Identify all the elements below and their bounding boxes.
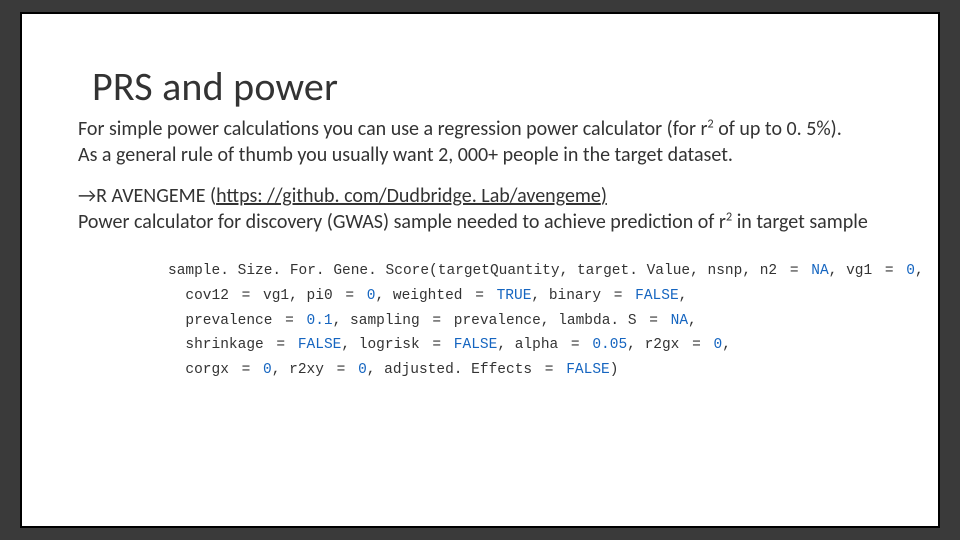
para1-text-b: of up to 0. 5%). [714,117,842,141]
paragraph-2: →R AVENGEME (https: //github. com/Dudbri… [78,184,882,235]
avengeme-link[interactable]: https: //github. com/Dudbridge. Lab/aven… [216,184,601,208]
slide-title: PRS and power [92,62,882,111]
para1-text-a: For simple power calculations you can us… [78,117,707,141]
slide-frame: PRS and power For simple power calculati… [20,12,940,528]
para2-text-b: in target sample [732,210,868,234]
link-suffix: ) [601,184,607,208]
link-prefix: R AVENGEME ( [96,184,216,208]
code-block: sample. Size. For. Gene. Score(targetQua… [160,253,800,388]
para1-text-c: As a general rule of thumb you usually w… [78,143,733,167]
paragraph-1: For simple power calculations you can us… [78,117,882,168]
arrow-icon: → [78,184,96,208]
slide-content: PRS and power For simple power calculati… [22,14,938,389]
para2-text-a: Power calculator for discovery (GWAS) sa… [78,210,726,234]
